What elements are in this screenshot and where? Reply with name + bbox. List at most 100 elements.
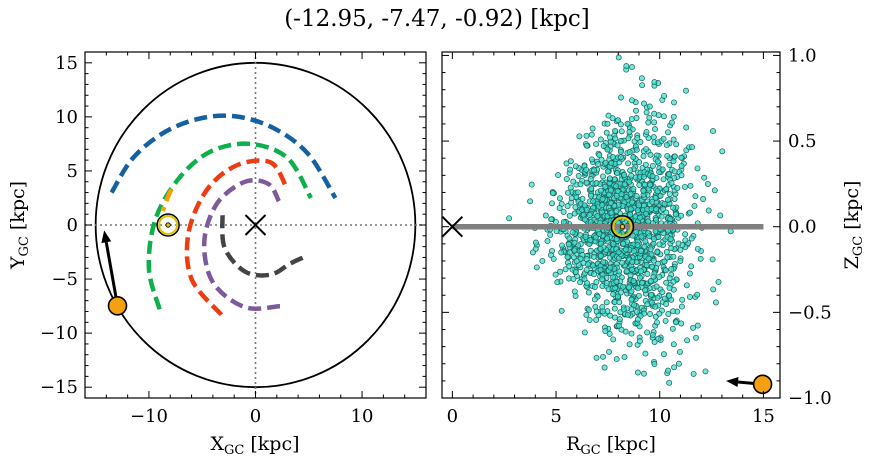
scatter-point (609, 115, 616, 122)
xy-y-axis-label: YGC [kpc] (7, 181, 32, 270)
scatter-point (690, 324, 697, 331)
xy-y-tick-label: 15 (55, 53, 78, 74)
scatter-point (570, 275, 577, 282)
scatter-point (638, 248, 644, 254)
scatter-point (565, 241, 572, 248)
rz-x-tick-label: 5 (550, 406, 561, 427)
scatter-point (603, 280, 610, 287)
scatter-point (634, 135, 641, 141)
scatter-point (539, 257, 546, 264)
scatter-point (620, 283, 627, 290)
scatter-point (653, 206, 660, 213)
object-marker-xy (107, 295, 128, 316)
scatter-point (645, 119, 652, 126)
scatter-point (560, 208, 567, 215)
scatter-point (596, 230, 603, 237)
scatter-point (605, 112, 612, 119)
scatter-point (678, 172, 685, 179)
xy-y-tick-label: 10 (55, 107, 78, 128)
scatter-point (677, 258, 684, 264)
sun-marker-rz (610, 214, 635, 239)
scatter-point (633, 193, 640, 200)
scatter-point (595, 161, 601, 168)
scatter-point (599, 202, 606, 209)
scatter-point (687, 209, 693, 216)
scatter-point (653, 23, 658, 28)
figure-title: (-12.95, -7.47, -0.92) [kpc] (284, 6, 590, 32)
scatter-point (581, 329, 588, 336)
scatter-point (649, 162, 656, 169)
scatter-point (678, 303, 685, 310)
scatter-point (647, 278, 654, 284)
scatter-point (675, 360, 682, 367)
scatter-point (675, 240, 682, 247)
scatter-point (629, 266, 635, 273)
scatter-point (686, 270, 693, 277)
scatter-point (665, 129, 671, 136)
scatter-point (642, 238, 649, 245)
scatter-point (617, 137, 624, 144)
scatter-point (705, 207, 712, 214)
scatter-point (614, 142, 621, 149)
scatter-point (649, 198, 656, 205)
scatter-point (631, 302, 638, 309)
scatter-point (556, 205, 563, 212)
scatter-point (532, 239, 539, 246)
scatter-point (651, 119, 658, 126)
rz-y-axis-label: ZGC [kpc] (841, 181, 866, 270)
rz-y-tick-label: 1.0 (788, 45, 817, 66)
scatter-point (635, 292, 642, 299)
scatter-point (596, 152, 603, 158)
scatter-point (634, 207, 641, 214)
scatter-point (607, 187, 614, 194)
scatter-point (628, 296, 635, 303)
scatter-point (650, 273, 657, 280)
xy-x-tick-label: 0 (250, 406, 261, 427)
scatter-point (602, 159, 609, 166)
scatter-point (613, 208, 620, 215)
scatter-point (688, 263, 695, 270)
scatter-point (664, 152, 671, 159)
scatter-point (710, 286, 717, 293)
scatter-point (686, 293, 693, 300)
scatter-point (550, 255, 557, 262)
scatter-point (666, 191, 673, 198)
scatter-point (639, 279, 645, 286)
scatter-point (623, 268, 630, 275)
scatter-point (597, 245, 604, 252)
scatter-point (577, 181, 584, 188)
scatter-point (600, 353, 606, 360)
scatter-point (683, 31, 688, 36)
scatter-point (565, 189, 571, 196)
scatter-point (610, 336, 617, 343)
sun-marker-rz-outer (610, 214, 635, 239)
scatter-point (613, 356, 620, 363)
scatter-point (583, 142, 590, 149)
scatter-point (555, 172, 562, 179)
scatter-point (548, 216, 555, 223)
scatter-point (715, 278, 722, 285)
scatter-point (654, 248, 661, 255)
scatter-point (644, 329, 651, 336)
scatter-point (643, 145, 650, 152)
scatter-point (549, 200, 555, 207)
scatter-point (607, 134, 613, 141)
scatter-point (712, 299, 719, 306)
scatter-point (594, 213, 601, 220)
scatter-point (573, 258, 580, 265)
scatter-point (644, 271, 651, 277)
scatter-point (647, 181, 654, 188)
scatter-point (625, 135, 632, 142)
scatter-point (678, 400, 683, 405)
scatter-point (593, 316, 600, 323)
scatter-point (618, 94, 624, 101)
scatter-point (661, 295, 668, 302)
scatter-point (683, 87, 689, 94)
scatter-point (665, 196, 671, 203)
scatter-point (583, 166, 590, 173)
scatter-point (571, 247, 578, 254)
spiral-arm-red (184, 158, 289, 317)
scatter-point (602, 328, 609, 334)
scatter-point (617, 148, 624, 155)
